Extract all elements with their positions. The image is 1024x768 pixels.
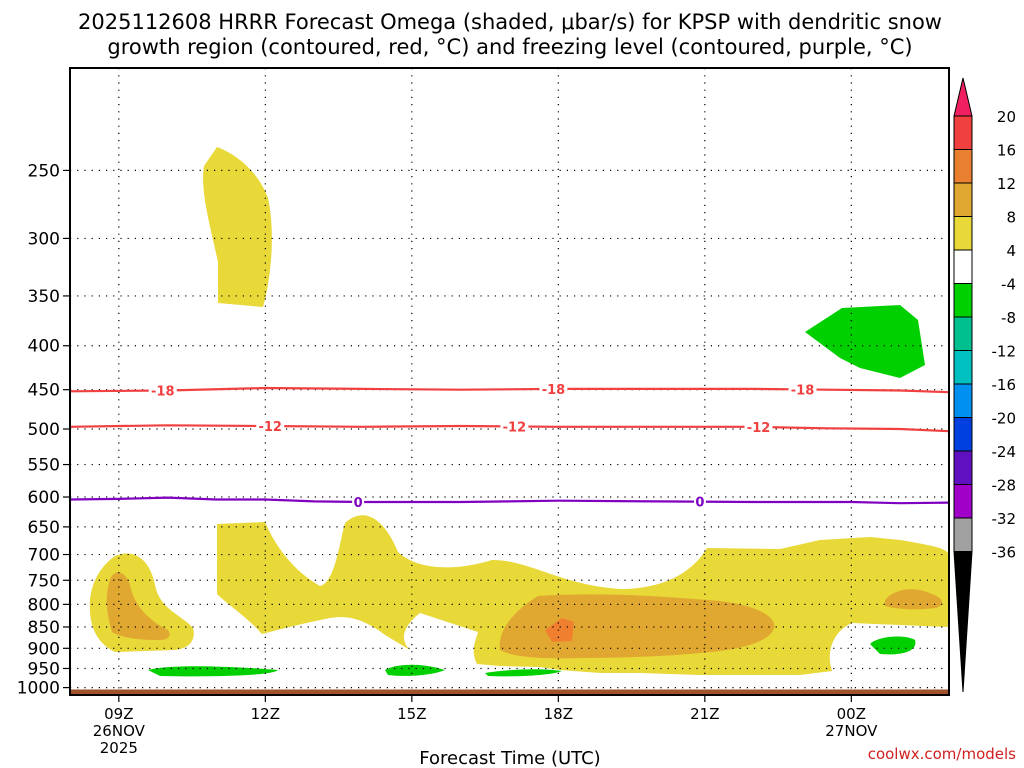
omega-region [148,666,278,677]
contour-line [69,386,950,394]
colorbar-tick-label: -36 [992,544,1017,562]
y-tick-label: 500 [28,420,60,440]
colorbar-tick-label: 4 [1006,242,1016,260]
contour-label-bg [744,418,773,435]
y-tick-label: 600 [28,488,60,508]
colorbar-swatch [953,249,973,284]
colorbar-swatch [953,182,973,217]
omega-region [203,147,272,307]
y-tick-label: 750 [28,571,60,591]
y-tick-label: 250 [28,161,60,181]
colorbar-tick-label: -24 [992,443,1017,461]
y-axis: 2503003504004505005506006507007508008509… [17,161,70,699]
contour-label: 0 [695,496,704,511]
colorbar-tick-label: -12 [992,343,1017,361]
omega-region [805,305,925,378]
colorbar: 20 16 12 8 4 -4 -8 -12 -16 -20 -24 -28 -32 -36 [953,77,1017,693]
y-tick-label: 950 [28,659,60,679]
temperature-contours: -18 -18 -18 -12 -12 -12 0 0 [69,380,950,511]
colorbar-tick-label: -28 [992,477,1017,495]
contour-label-bg [539,380,568,397]
contour-label: -12 [747,421,771,436]
contour-line [69,496,950,505]
contour-label: -18 [542,383,566,398]
contour-line [69,424,950,433]
x-tick-label: 15Z [397,705,426,723]
plot-frame [69,67,950,696]
credit-text: coolwx.com/models [868,745,1016,763]
colorbar-swatch [953,484,973,519]
contour-label-bg [500,418,529,435]
y-tick-label: 400 [28,337,60,357]
ground-fill [70,689,949,695]
x-axis-label: Forecast Time (UTC) [419,748,600,768]
colorbar-swatch [953,115,973,150]
omega-region [499,594,775,659]
colorbar-swatch [953,283,973,318]
colorbar-tick-label: -8 [1001,309,1016,327]
colorbar-tick-label: 16 [997,142,1016,160]
ground-layer [70,689,949,695]
contour-label: -12 [258,420,282,435]
colorbar-swatch [953,350,973,385]
x-tick-label: 12Z [251,705,280,723]
contour-label: -12 [503,420,527,435]
omega-region [545,618,574,642]
contour-label-bg [693,493,706,510]
colorbar-swatch [953,216,973,251]
omega-region [106,572,170,640]
colorbar-tick-label: 12 [997,175,1016,193]
contour-label: -18 [151,385,175,400]
contour-label-bg [788,381,817,398]
omega-region [385,664,445,676]
contour-label: 0 [354,496,363,511]
y-tick-label: 350 [28,287,60,307]
y-tick-label: 850 [28,618,60,638]
omega-region [485,669,562,677]
colorbar-swatch [953,149,973,184]
colorbar-swatch [953,551,973,693]
y-tick-label: 550 [28,456,60,476]
colorbar-swatch [953,517,973,552]
y-tick-label: 650 [28,518,60,538]
colorbar-tick-label: -4 [1001,276,1016,294]
x-tick-label: 00Z [837,705,866,723]
y-tick-label: 700 [28,546,60,566]
omega-shading [89,147,948,677]
x-tick-year: 2025 [100,739,138,757]
contour-label-bg [148,382,177,399]
colorbar-tick-label: -20 [992,410,1017,428]
x-tick-date: 27NOV [825,722,878,740]
colorbar-swatch [953,417,973,452]
y-tick-label: 450 [28,381,60,401]
y-tick-label: 800 [28,595,60,615]
contour-label: -18 [791,383,815,398]
colorbar-swatch [953,316,973,351]
contour-label-bg [352,493,365,510]
chart-title-line-1: 2025112608 HRRR Forecast Omega (shaded, … [78,10,942,34]
colorbar-swatch [953,450,973,485]
x-tick-label: 09Z [104,705,133,723]
colorbar-swatch [953,383,973,418]
x-tick-label: 21Z [690,705,719,723]
colorbar-tick-label: 20 [997,108,1016,126]
y-tick-label: 300 [28,229,60,249]
y-tick-label: 1000 [17,679,60,699]
colorbar-tick-label: 8 [1006,209,1016,227]
colorbar-tick-label: -16 [992,376,1017,394]
contour-label-bg [256,418,285,435]
colorbar-swatch [953,77,973,117]
chart-gridlines [70,68,949,695]
x-tick-label: 18Z [544,705,573,723]
omega-region [870,636,916,655]
x-tick-date: 26NOV [93,722,146,740]
chart-title-line-2: growth region (contoured, red, °C) and f… [107,35,912,59]
colorbar-tick-label: -32 [992,510,1017,528]
y-tick-label: 900 [28,639,60,659]
